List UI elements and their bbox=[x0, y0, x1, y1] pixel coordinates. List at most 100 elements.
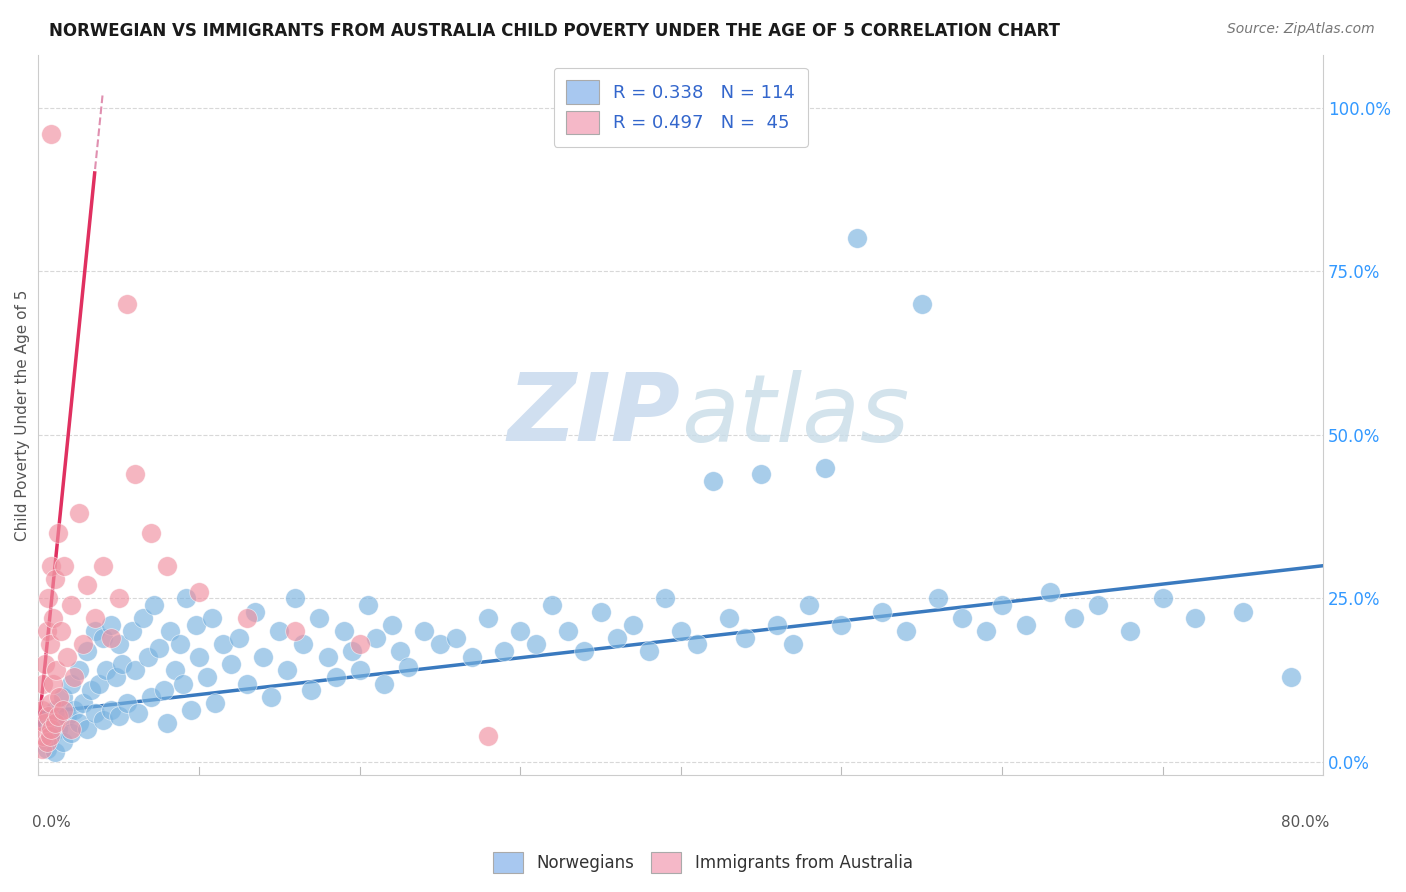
Point bbox=[349, 637, 371, 651]
Point bbox=[34, 657, 56, 671]
Point bbox=[124, 664, 146, 678]
Point bbox=[1279, 670, 1302, 684]
Point bbox=[284, 624, 307, 639]
Point bbox=[461, 650, 484, 665]
Point bbox=[316, 650, 339, 665]
Point bbox=[621, 617, 644, 632]
Point bbox=[950, 611, 973, 625]
Point bbox=[260, 690, 283, 704]
Point bbox=[136, 650, 159, 665]
Point bbox=[1232, 605, 1254, 619]
Point bbox=[100, 617, 122, 632]
Point bbox=[1063, 611, 1085, 625]
Point bbox=[429, 637, 451, 651]
Point bbox=[1152, 591, 1174, 606]
Point bbox=[373, 676, 395, 690]
Point bbox=[39, 696, 62, 710]
Point bbox=[89, 676, 111, 690]
Legend: Norwegians, Immigrants from Australia: Norwegians, Immigrants from Australia bbox=[486, 846, 920, 880]
Point bbox=[39, 558, 62, 573]
Point bbox=[163, 664, 186, 678]
Point bbox=[911, 297, 934, 311]
Point bbox=[396, 660, 419, 674]
Point bbox=[59, 598, 82, 612]
Point bbox=[477, 729, 499, 743]
Point bbox=[1119, 624, 1142, 639]
Point bbox=[284, 591, 307, 606]
Point bbox=[107, 591, 129, 606]
Point bbox=[76, 644, 98, 658]
Point bbox=[494, 644, 516, 658]
Point bbox=[269, 624, 291, 639]
Point bbox=[67, 506, 90, 520]
Point bbox=[143, 598, 166, 612]
Text: NORWEGIAN VS IMMIGRANTS FROM AUSTRALIA CHILD POVERTY UNDER THE AGE OF 5 CORRELAT: NORWEGIAN VS IMMIGRANTS FROM AUSTRALIA C… bbox=[49, 22, 1060, 40]
Point bbox=[115, 696, 138, 710]
Point bbox=[44, 745, 66, 759]
Point bbox=[51, 690, 73, 704]
Point bbox=[35, 624, 58, 639]
Point bbox=[132, 611, 155, 625]
Point bbox=[236, 611, 259, 625]
Point bbox=[59, 676, 82, 690]
Point bbox=[927, 591, 949, 606]
Point bbox=[42, 676, 65, 690]
Text: 0.0%: 0.0% bbox=[32, 814, 70, 830]
Point bbox=[91, 558, 114, 573]
Point bbox=[325, 670, 347, 684]
Point bbox=[195, 670, 218, 684]
Point bbox=[846, 231, 869, 245]
Point bbox=[35, 715, 58, 730]
Point bbox=[252, 650, 274, 665]
Point bbox=[83, 706, 105, 720]
Point bbox=[228, 631, 250, 645]
Point bbox=[31, 742, 53, 756]
Point bbox=[870, 605, 893, 619]
Point bbox=[51, 703, 73, 717]
Point bbox=[637, 644, 659, 658]
Point bbox=[219, 657, 242, 671]
Point bbox=[100, 631, 122, 645]
Point bbox=[148, 640, 170, 655]
Point bbox=[67, 664, 90, 678]
Point bbox=[104, 670, 127, 684]
Point bbox=[91, 713, 114, 727]
Point bbox=[477, 611, 499, 625]
Point bbox=[46, 723, 69, 737]
Point bbox=[100, 703, 122, 717]
Point bbox=[83, 624, 105, 639]
Point bbox=[830, 617, 852, 632]
Point bbox=[38, 729, 60, 743]
Point bbox=[356, 598, 378, 612]
Point bbox=[156, 558, 179, 573]
Point bbox=[152, 683, 174, 698]
Point bbox=[188, 650, 211, 665]
Point bbox=[59, 725, 82, 739]
Point bbox=[766, 617, 789, 632]
Point bbox=[51, 735, 73, 749]
Point bbox=[91, 631, 114, 645]
Point bbox=[44, 715, 66, 730]
Point bbox=[80, 683, 103, 698]
Point bbox=[62, 703, 84, 717]
Point bbox=[139, 690, 162, 704]
Point bbox=[32, 676, 55, 690]
Point bbox=[412, 624, 434, 639]
Point bbox=[76, 723, 98, 737]
Y-axis label: Child Poverty Under the Age of 5: Child Poverty Under the Age of 5 bbox=[15, 290, 30, 541]
Point bbox=[169, 637, 191, 651]
Point bbox=[127, 706, 149, 720]
Point bbox=[76, 578, 98, 592]
Point bbox=[174, 591, 197, 606]
Point bbox=[107, 637, 129, 651]
Point bbox=[172, 676, 194, 690]
Point bbox=[991, 598, 1014, 612]
Point bbox=[734, 631, 756, 645]
Point bbox=[72, 696, 94, 710]
Point bbox=[38, 637, 60, 651]
Point bbox=[245, 605, 267, 619]
Point bbox=[67, 715, 90, 730]
Point bbox=[34, 715, 56, 730]
Point bbox=[37, 709, 59, 723]
Point bbox=[48, 690, 70, 704]
